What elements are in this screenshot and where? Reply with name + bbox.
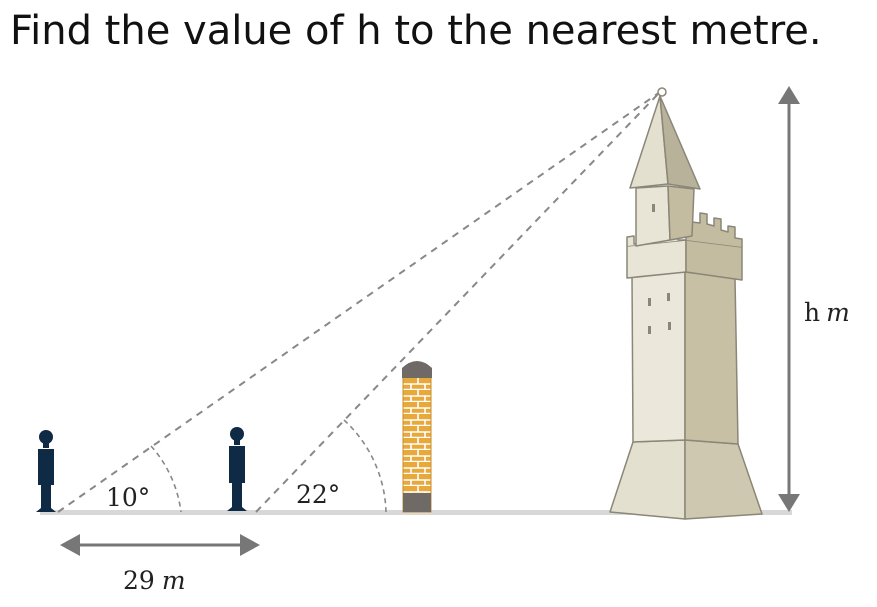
distance-arrow — [60, 534, 260, 556]
height-arrow — [778, 86, 800, 512]
question-text: Find the value of h to the nearest metre… — [10, 8, 822, 54]
height-unit: m — [826, 298, 850, 327]
height-label-backdrop — [800, 294, 865, 330]
distance-unit: m — [162, 566, 186, 595]
sight-line-far — [57, 91, 661, 513]
distance-value: 29 — [123, 566, 155, 595]
angle-arc-near — [343, 419, 387, 513]
person-far-icon — [36, 430, 56, 512]
height-variable: h — [804, 298, 820, 327]
angle-arc-far — [150, 445, 182, 513]
tower-icon — [609, 87, 763, 520]
chimney-icon — [402, 361, 432, 513]
angle-label-far: 10° — [106, 483, 150, 512]
person-near-icon — [227, 427, 247, 511]
tower-windows — [648, 204, 671, 334]
angle-label-near: 22° — [296, 480, 340, 509]
distance-label: 29 m — [123, 566, 186, 595]
sight-line-near — [255, 91, 661, 513]
